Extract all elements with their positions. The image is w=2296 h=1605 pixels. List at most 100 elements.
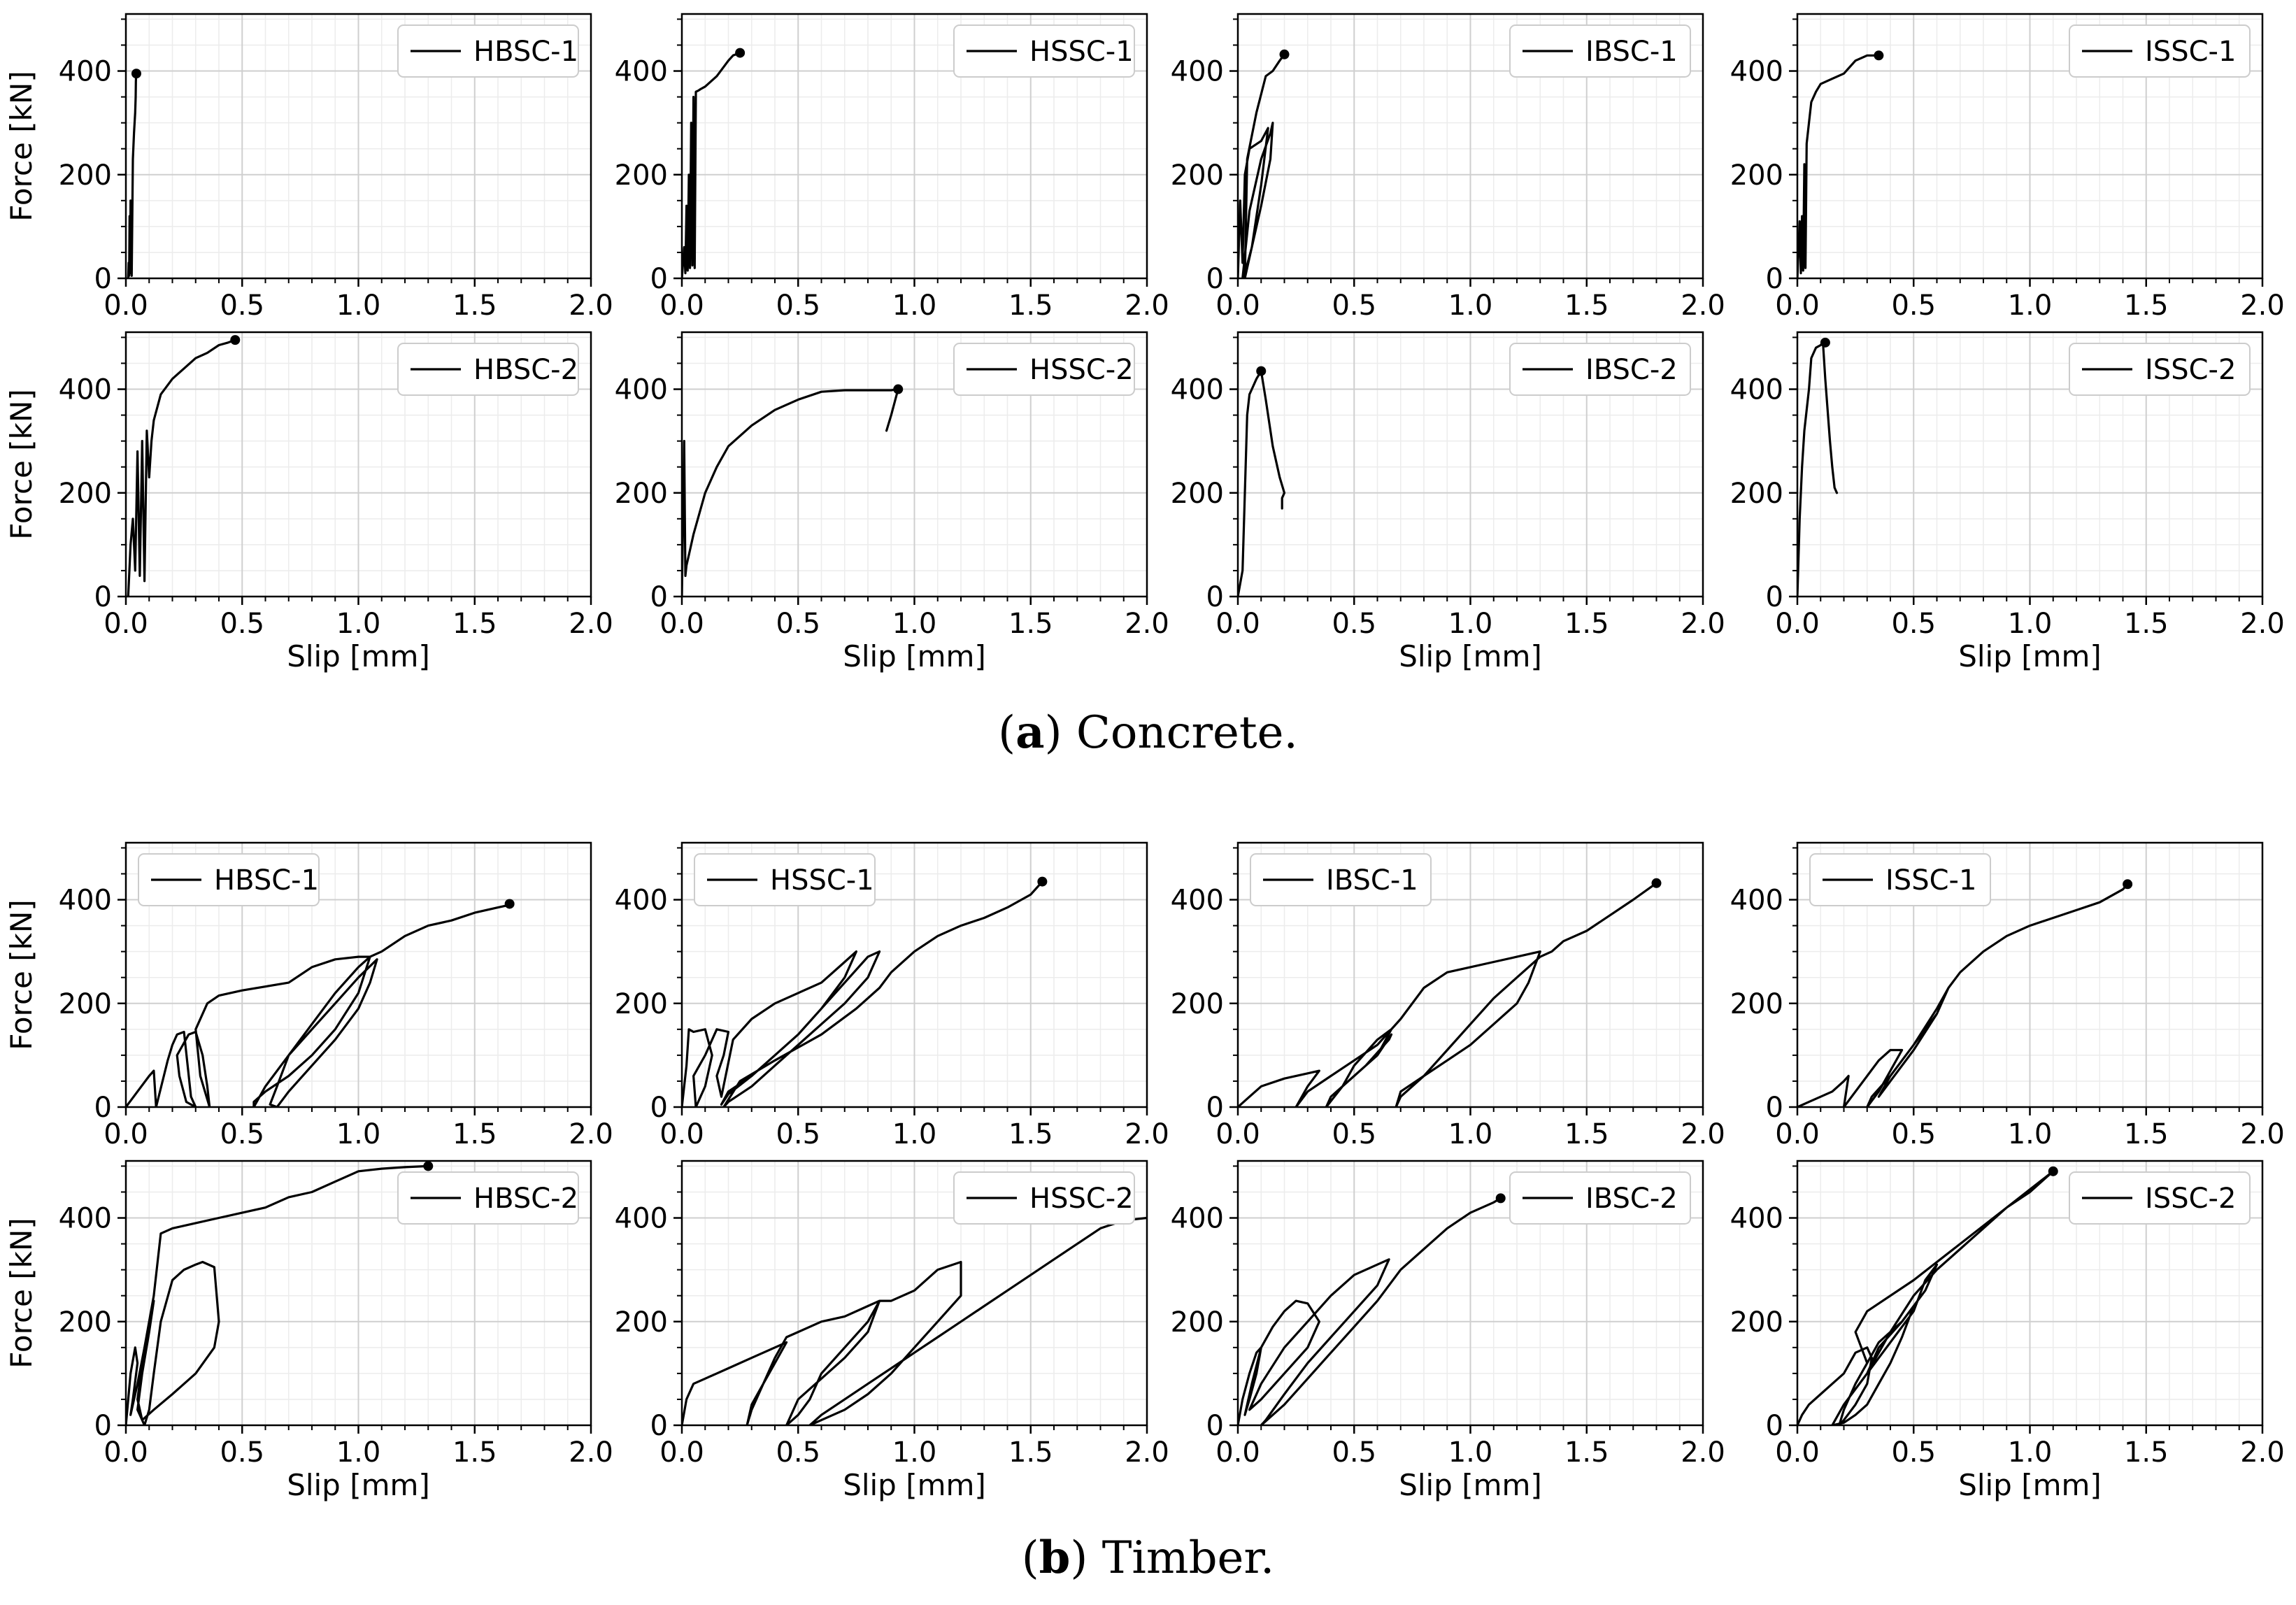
failure-point-marker bbox=[1256, 366, 1267, 376]
legend: IBSC-1 bbox=[1509, 24, 1691, 78]
series-line-ibsc-1 bbox=[1238, 53, 1286, 278]
x-tick-label: 1.5 bbox=[2124, 608, 2169, 640]
y-tick-label: 200 bbox=[615, 478, 668, 510]
y-tick-label: 400 bbox=[59, 56, 112, 88]
y-tick-label: 400 bbox=[615, 56, 668, 88]
chart-b-hssc-2: 0.0 0.5 1.0 1.5 2.0 0 200 400 Slip [mm] HSSC-2 bbox=[615, 1160, 1169, 1502]
failure-point-marker bbox=[1037, 876, 1048, 887]
series-line-issc-2 bbox=[1797, 1170, 2055, 1425]
x-tick-label: 0.5 bbox=[1332, 1436, 1376, 1469]
series-line-ibsc-1 bbox=[1238, 882, 1658, 1107]
x-tick-label: 0.0 bbox=[659, 608, 704, 640]
y-tick-label: 200 bbox=[59, 1306, 112, 1339]
failure-point-marker bbox=[2123, 879, 2133, 890]
legend: HSSC-1 bbox=[694, 853, 876, 906]
failure-point-marker bbox=[735, 48, 746, 58]
legend-box bbox=[953, 343, 1135, 396]
x-tick-label: 0.5 bbox=[220, 290, 264, 322]
y-tick-label: 0 bbox=[1206, 263, 1224, 295]
x-tick-label: 2.0 bbox=[1125, 1118, 1169, 1150]
x-tick-label: 2.0 bbox=[2240, 1118, 2285, 1150]
series-line-ibsc-2 bbox=[1238, 1197, 1502, 1425]
legend-box bbox=[397, 1171, 579, 1225]
y-tick-label: 400 bbox=[1171, 374, 1224, 406]
chart-a-hssc-2: 0.0 0.5 1.0 1.5 2.0 0 200 400 Slip [mm] HSSC-2 bbox=[615, 331, 1169, 673]
y-tick-label: 400 bbox=[615, 885, 668, 917]
x-tick-label: 1.0 bbox=[2008, 1118, 2053, 1150]
x-tick-label: 1.5 bbox=[1564, 290, 1609, 322]
x-tick-label: 0.5 bbox=[220, 1118, 264, 1150]
y-tick-label: 0 bbox=[94, 581, 112, 613]
y-tick-label: 0 bbox=[1206, 581, 1224, 613]
y-tick-label: 0 bbox=[1766, 1092, 1783, 1124]
series-line-hbsc-2 bbox=[126, 1164, 429, 1425]
legend-box bbox=[1509, 24, 1691, 78]
y-tick-label: 200 bbox=[1171, 988, 1224, 1020]
y-tick-label: 200 bbox=[1730, 478, 1783, 510]
legend: HBSC-1 bbox=[138, 853, 320, 906]
chart-b-issc-1: 0.0 0.5 1.0 1.5 2.0 0 200 400 ISSC-1 bbox=[1730, 841, 2285, 1150]
x-tick-label: 0.0 bbox=[1215, 290, 1260, 322]
series-line-hssc-1 bbox=[682, 51, 741, 278]
y-tick-label: 400 bbox=[1171, 1203, 1224, 1235]
legend-label: IBSC-1 bbox=[1585, 36, 1678, 68]
legend-label: HBSC-2 bbox=[473, 1183, 578, 1215]
chart-b-ibsc-2: 0.0 0.5 1.0 1.5 2.0 0 200 400 Slip [mm] IBSC-2 bbox=[1171, 1160, 1725, 1502]
x-tick-label: 0.5 bbox=[1332, 290, 1376, 322]
y-tick-label: 400 bbox=[615, 1203, 668, 1235]
failure-point-marker bbox=[1820, 337, 1830, 348]
x-axis-label: Slip [mm] bbox=[843, 1468, 986, 1502]
x-axis-label: Slip [mm] bbox=[843, 639, 986, 673]
y-tick-label: 200 bbox=[59, 159, 112, 192]
x-tick-label: 0.0 bbox=[1775, 1436, 1820, 1469]
legend: HBSC-1 bbox=[397, 24, 579, 78]
series-line-issc-1 bbox=[1797, 54, 1880, 278]
chart-a-ibsc-2: 0.0 0.5 1.0 1.5 2.0 0 200 400 Slip [mm] IBSC-2 bbox=[1171, 331, 1725, 673]
legend: HSSC-2 bbox=[953, 1171, 1135, 1225]
x-tick-label: 0.5 bbox=[1332, 608, 1376, 640]
chart-b-ibsc-1: 0.0 0.5 1.0 1.5 2.0 0 200 400 IBSC-1 bbox=[1171, 841, 1725, 1150]
x-tick-label: 2.0 bbox=[2240, 290, 2285, 322]
x-axis-label: Slip [mm] bbox=[1958, 1468, 2102, 1502]
y-tick-label: 200 bbox=[615, 1306, 668, 1339]
legend-label: IBSC-1 bbox=[1326, 864, 1418, 897]
failure-point-marker bbox=[230, 335, 241, 345]
legend-label: ISSC-2 bbox=[2145, 354, 2236, 386]
caption-concrete: (a) Concrete. bbox=[998, 706, 1298, 759]
x-tick-label: 0.5 bbox=[776, 1436, 820, 1469]
y-tick-label: 400 bbox=[59, 885, 112, 917]
failure-point-marker bbox=[1495, 1193, 1506, 1204]
legend-label: IBSC-2 bbox=[1585, 354, 1678, 386]
y-tick-label: 0 bbox=[94, 263, 112, 295]
chart-b-hssc-1: 0.0 0.5 1.0 1.5 2.0 0 200 400 HSSC-1 bbox=[615, 841, 1169, 1150]
legend: HSSC-2 bbox=[953, 343, 1135, 396]
legend-label: HSSC-1 bbox=[1029, 36, 1134, 68]
legend: IBSC-1 bbox=[1250, 853, 1432, 906]
x-tick-label: 0.0 bbox=[1775, 1118, 1820, 1150]
x-tick-label: 2.0 bbox=[1681, 1118, 1725, 1150]
x-tick-label: 1.5 bbox=[452, 608, 497, 640]
y-tick-label: 400 bbox=[1730, 885, 1783, 917]
y-tick-label: 0 bbox=[650, 263, 668, 295]
legend: ISSC-2 bbox=[2069, 1171, 2251, 1225]
x-tick-label: 1.0 bbox=[1448, 1436, 1493, 1469]
y-tick-label: 200 bbox=[615, 159, 668, 192]
x-tick-label: 0.5 bbox=[1891, 1118, 1936, 1150]
chart-a-hbsc-2: 0.0 0.5 1.0 1.5 2.0 0 200 400 Slip [mm] Force [kN… bbox=[4, 331, 613, 673]
legend: ISSC-1 bbox=[2069, 24, 2251, 78]
legend-label: ISSC-1 bbox=[1885, 864, 1976, 897]
y-tick-label: 0 bbox=[650, 1092, 668, 1124]
series-line-hbsc-1 bbox=[127, 72, 138, 278]
x-tick-label: 1.0 bbox=[336, 290, 381, 322]
x-tick-label: 0.0 bbox=[104, 290, 148, 322]
x-tick-label: 1.5 bbox=[1008, 1436, 1053, 1469]
chart-a-issc-2: 0.0 0.5 1.0 1.5 2.0 0 200 400 Slip [mm] ISSC-2 bbox=[1730, 331, 2285, 673]
x-tick-label: 0.0 bbox=[1215, 1436, 1260, 1469]
series-line-hssc-2 bbox=[682, 387, 899, 597]
failure-point-marker bbox=[893, 384, 904, 394]
x-tick-label: 0.0 bbox=[1775, 608, 1820, 640]
x-axis-label: Slip [mm] bbox=[287, 639, 430, 673]
legend: ISSC-1 bbox=[1809, 853, 1991, 906]
x-tick-label: 1.5 bbox=[452, 1118, 497, 1150]
